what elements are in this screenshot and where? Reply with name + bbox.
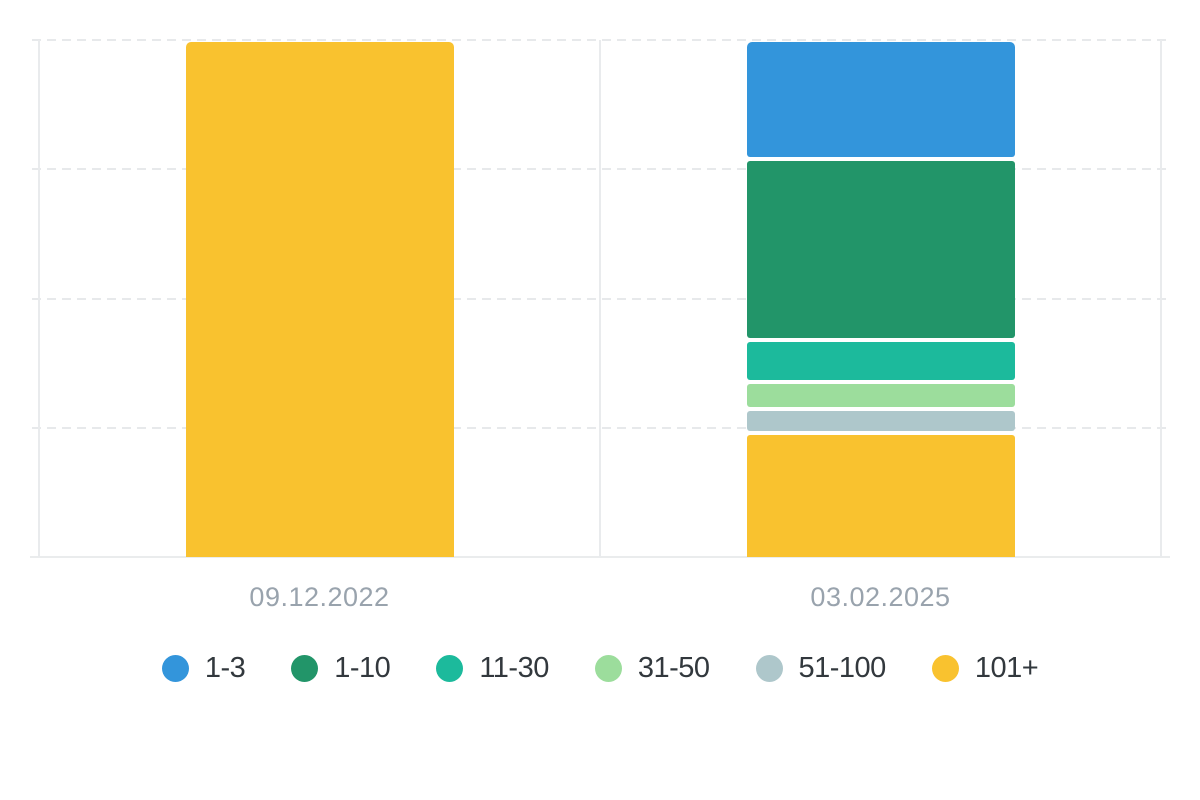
legend-item-1-3[interactable]: 1-3 xyxy=(161,652,246,685)
y-gridline-100 xyxy=(32,39,1168,41)
legend-marker-circle-icon xyxy=(436,655,464,682)
bar-segment-1-3[interactable] xyxy=(746,42,1015,158)
legend-label: 31-50 xyxy=(637,652,710,684)
legend-marker-circle-icon xyxy=(161,655,189,682)
legend-label: 1-3 xyxy=(204,652,246,684)
bar-09.12.2022 xyxy=(185,42,454,557)
legend-marker-circle-icon xyxy=(291,655,319,682)
bar-segment-31-50[interactable] xyxy=(746,384,1015,408)
legend-item-51-100[interactable]: 51-100 xyxy=(755,652,887,685)
legend-label: 11-30 xyxy=(479,652,549,684)
legend-item-11-30[interactable]: 11-30 xyxy=(436,652,549,685)
legend-marker-circle-icon xyxy=(755,655,783,682)
legend: 1-3 1-10 11-30 31-50 51-100 101+ xyxy=(0,652,1200,685)
legend-item-1-10[interactable]: 1-10 xyxy=(291,652,391,685)
bar-03.02.2025 xyxy=(746,42,1015,557)
panel-border-2 xyxy=(1160,40,1162,557)
panel-border-1 xyxy=(599,40,601,557)
legend-label: 1-10 xyxy=(334,652,391,684)
bar-segment-51-100[interactable] xyxy=(746,411,1015,432)
legend-marker-circle-icon xyxy=(931,655,959,682)
bar-segment-1-10[interactable] xyxy=(746,161,1015,339)
bar-segment-11-30[interactable] xyxy=(746,342,1015,381)
legend-label: 51-100 xyxy=(798,652,887,684)
legend-item-101+[interactable]: 101+ xyxy=(931,652,1039,685)
bar-segment-101+[interactable] xyxy=(185,42,454,557)
x-axis-label: 09.12.2022 xyxy=(249,582,390,612)
panel-border-0 xyxy=(38,40,40,557)
bar-segment-101+[interactable] xyxy=(746,435,1015,557)
legend-marker-circle-icon xyxy=(594,655,622,682)
x-axis-label: 03.02.2025 xyxy=(810,582,951,612)
legend-label: 101+ xyxy=(974,652,1039,684)
legend-item-31-50[interactable]: 31-50 xyxy=(594,652,710,685)
